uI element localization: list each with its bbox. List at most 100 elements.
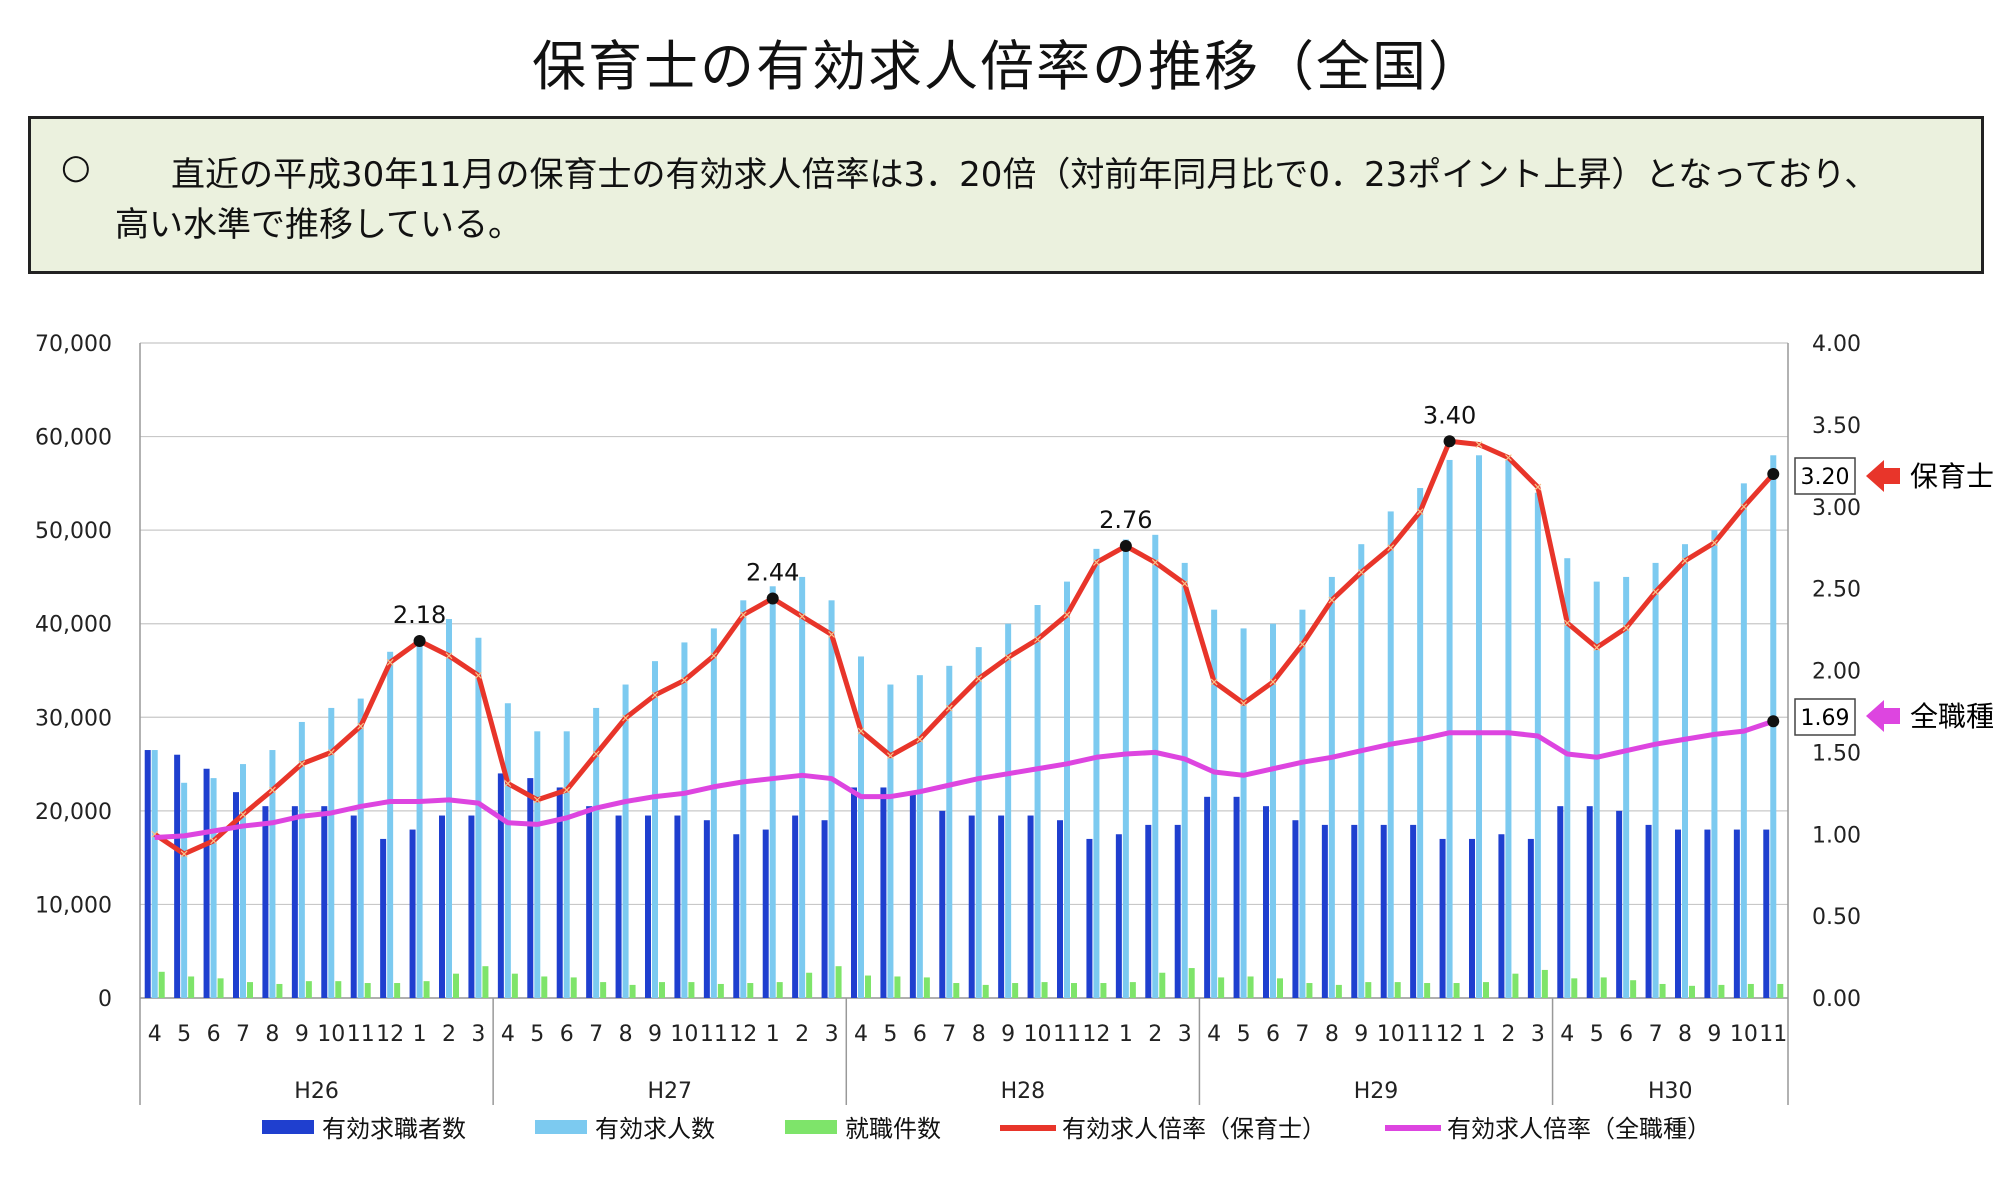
callout-hoikushi-box [1794,457,1856,495]
peak-point [1119,540,1132,553]
line-marker [739,611,747,619]
bar-job-seekers [1410,824,1417,998]
bar-job-openings [269,750,276,998]
bar-job-openings [740,600,747,998]
line-marker [298,760,306,768]
bar-placements [1394,982,1401,998]
line-marker [1210,678,1218,686]
bar-job-seekers [1086,838,1093,998]
line-marker [1151,559,1159,566]
bar-job-openings [1270,623,1276,998]
right-tick-label: 4.00 [1812,332,1861,357]
month-label: 3 [1531,1022,1545,1047]
peak-point [413,635,426,648]
bar-job-seekers [409,829,416,998]
bar-job-openings [1005,623,1012,998]
bar-placements [688,982,695,998]
bar-job-openings [1328,576,1335,998]
bar-job-seekers [615,815,622,998]
callout-hoikushi-label: 保育士 [1910,460,1994,493]
line-marker [533,796,541,804]
line-marker [1416,508,1424,516]
bar-job-seekers [1616,810,1623,998]
bar-job-openings [652,661,658,998]
month-label: 8 [619,1022,633,1047]
callout-all-value: 1.69 [1801,706,1850,731]
line-marker [916,735,924,743]
final-point [1767,715,1780,728]
month-label: 12 [1082,1022,1110,1047]
bar-job-seekers [1557,806,1564,998]
summary-line-2: 高い水準で推移している。 [115,205,522,245]
bar-job-openings [504,703,511,998]
bar-placements [482,966,489,998]
bar-job-openings [240,764,246,998]
bar-job-seekers [556,787,563,998]
bar-job-seekers [527,778,534,998]
peak-label: 3.40 [1423,401,1476,429]
page-title: 保育士の有効求人倍率の推移（全国） [532,35,1484,98]
month-label: 1 [766,1022,780,1047]
bar-job-seekers [1733,829,1740,998]
line-marker [681,676,688,684]
bar-job-openings [1593,581,1600,998]
bar-job-openings [593,707,600,998]
bar-placements [629,984,636,998]
bar-placements [158,971,165,998]
bar-job-openings [1417,488,1424,998]
bar-placements [982,984,989,998]
bar-job-seekers [1115,834,1122,998]
left-tick-label: 10,000 [35,893,112,918]
bar-job-seekers [468,815,475,998]
bar-job-openings [416,637,423,998]
month-label: 1 [1472,1022,1486,1047]
bar-job-openings [1711,530,1718,998]
bar-job-openings [1358,544,1365,998]
month-label: 12 [376,1022,404,1047]
bar-job-openings [1093,548,1100,998]
line-marker [1034,635,1041,643]
month-label: 7 [942,1022,956,1047]
bar-placements [953,983,960,998]
bar-placements [1747,983,1754,998]
bar-job-openings [769,586,776,998]
bar-job-seekers [1174,824,1181,998]
bar-job-seekers [792,815,799,998]
bar-job-seekers [851,787,857,998]
bar-job-seekers [1263,806,1269,998]
bar-job-openings [1387,511,1394,998]
legend-swatch [785,1120,837,1134]
line-marker [1505,454,1512,462]
month-label: 6 [1266,1022,1280,1047]
month-label: 4 [1560,1022,1574,1047]
bar-placements [305,981,312,998]
month-label: 10 [1730,1022,1758,1047]
month-label: 2 [1501,1022,1515,1047]
bar-placements [1306,983,1313,998]
month-label: 5 [530,1022,544,1047]
bar-job-seekers [350,815,357,998]
bar-placements [1041,982,1048,998]
left-tick-label: 70,000 [35,332,112,357]
month-label: 5 [1237,1022,1251,1047]
bar-placements [1453,983,1460,998]
bar-job-openings [1299,609,1306,998]
left-tick-label: 40,000 [35,613,112,638]
callout-all-label: 全職種 [1910,700,1994,733]
bar-placements [1630,980,1637,998]
bar-placements [511,973,518,998]
month-label: 6 [560,1022,574,1047]
line-marker [1240,699,1247,707]
bar-job-seekers [439,815,445,998]
bar-job-openings [328,707,335,998]
bar-job-openings [858,656,864,998]
bar-job-openings [887,684,894,998]
month-label: 5 [883,1022,897,1047]
bar-job-seekers [939,810,946,998]
bar-placements [1100,983,1107,998]
bar-job-seekers [998,815,1005,998]
month-label: 9 [648,1022,662,1047]
year-label: H26 [294,1079,339,1104]
month-label: 7 [589,1022,603,1047]
